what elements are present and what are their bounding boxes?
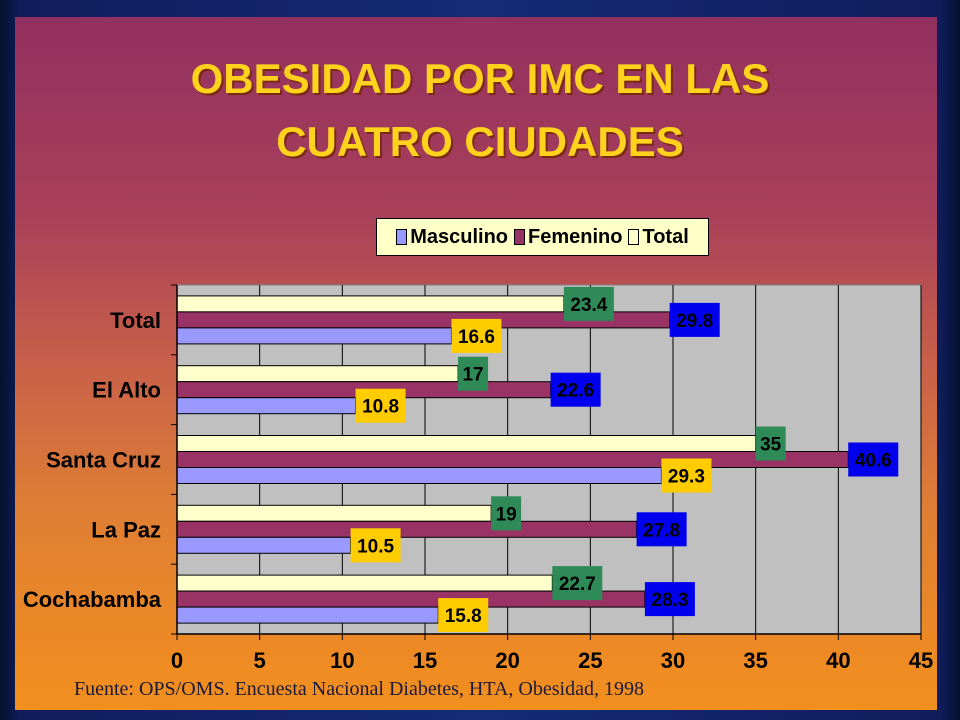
data-label-bg-la-paz-masculino xyxy=(350,528,401,563)
data-label-bg-el-alto-total xyxy=(458,356,489,391)
y-tick-label-cochabamba: Cochabamba xyxy=(23,587,162,612)
legend-item-total: Total xyxy=(628,225,689,249)
legend-item-masculino: Masculino xyxy=(396,226,508,249)
bar-cochabamba-masculino xyxy=(176,606,439,624)
data-label-santa-cruz-total: 35 xyxy=(760,435,782,456)
bar-el-alto-masculino xyxy=(176,397,357,415)
data-label-cochabamba-masculino: 15.8 xyxy=(445,606,482,627)
data-label-cochabamba-total: 22.7 xyxy=(559,574,596,595)
data-label-bg-cochabamba-total xyxy=(552,566,603,601)
data-label-bg-total-total xyxy=(563,286,614,321)
data-label-la-paz-total: 19 xyxy=(496,504,517,525)
data-label-la-paz-masculino: 10.5 xyxy=(357,536,394,557)
data-label-la-paz-femenino: 27.8 xyxy=(643,520,680,541)
bar-total-total xyxy=(176,295,565,313)
data-label-cochabamba-femenino: 28.3 xyxy=(651,590,688,611)
data-label-santa-cruz-masculino: 29.3 xyxy=(668,467,705,488)
bar-la-paz-total xyxy=(176,504,492,522)
data-label-bg-cochabamba-femenino xyxy=(644,582,695,617)
data-label-total-masculino: 16.6 xyxy=(458,327,495,348)
legend-label-total: Total xyxy=(642,225,689,248)
data-label-santa-cruz-femenino: 40.6 xyxy=(855,451,892,472)
bar-total-masculino xyxy=(176,327,452,345)
data-label-bg-total-femenino xyxy=(669,302,720,337)
bar-santa-cruz-total xyxy=(176,435,757,452)
x-tick-label-5: 5 xyxy=(254,648,266,673)
data-label-bg-la-paz-femenino xyxy=(636,512,687,547)
source-footnote: Fuente: OPS/OMS. Encuesta Nacional Diabe… xyxy=(74,678,644,700)
data-label-bg-total-masculino xyxy=(451,318,502,353)
chart-title-line2: CUATRO CIUDADES xyxy=(276,118,684,165)
data-label-total-femenino: 29.8 xyxy=(676,311,713,332)
data-label-bg-la-paz-total xyxy=(491,496,522,531)
data-label-el-alto-masculino: 10.8 xyxy=(362,397,399,418)
bar-santa-cruz-masculino xyxy=(176,467,662,484)
bar-la-paz-femenino xyxy=(176,520,638,538)
data-label-bg-el-alto-femenino xyxy=(550,372,601,407)
y-tick-label-el-alto: El Alto xyxy=(92,378,161,403)
bar-cochabamba-total xyxy=(176,574,553,592)
legend-label-masculino: Masculino xyxy=(410,225,509,248)
data-label-bg-santa-cruz-total xyxy=(755,426,786,461)
legend-swatch-total xyxy=(628,229,640,245)
chart-legend: Masculino Femenino Total xyxy=(376,218,709,256)
data-label-el-alto-femenino: 22.6 xyxy=(557,381,594,402)
y-tick-label-total: Total xyxy=(110,308,161,333)
y-tick-label-santa-cruz: Santa Cruz xyxy=(46,448,161,473)
x-tick-label-45: 45 xyxy=(909,648,933,673)
data-label-bg-el-alto-masculino xyxy=(355,388,406,423)
x-tick-label-20: 20 xyxy=(495,648,519,673)
data-label-bg-santa-cruz-femenino xyxy=(848,442,899,477)
x-tick-label-40: 40 xyxy=(826,648,850,673)
x-tick-label-0: 0 xyxy=(171,648,183,673)
x-tick-label-25: 25 xyxy=(578,648,602,673)
data-label-total-total: 23.4 xyxy=(570,295,607,316)
x-tick-label-30: 30 xyxy=(661,648,685,673)
x-tick-label-15: 15 xyxy=(413,648,437,673)
data-label-bg-santa-cruz-masculino xyxy=(661,458,712,493)
legend-item-femenino: Femenino xyxy=(514,226,622,249)
data-label-el-alto-total: 17 xyxy=(462,365,483,386)
chart-title-line1: OBESIDAD POR IMC EN LAS xyxy=(190,55,770,102)
bar-santa-cruz-femenino xyxy=(176,451,849,468)
legend-label-femenino: Femenino xyxy=(528,225,623,248)
bar-el-alto-total xyxy=(176,365,459,383)
y-tick-label-la-paz: La Paz xyxy=(91,517,161,542)
data-label-bg-cochabamba-masculino xyxy=(438,598,489,633)
legend-swatch-masculino xyxy=(396,229,408,245)
legend-swatch-femenino xyxy=(514,229,526,245)
x-tick-label-10: 10 xyxy=(330,648,354,673)
bar-la-paz-masculino xyxy=(176,536,352,554)
x-tick-label-35: 35 xyxy=(743,648,767,673)
